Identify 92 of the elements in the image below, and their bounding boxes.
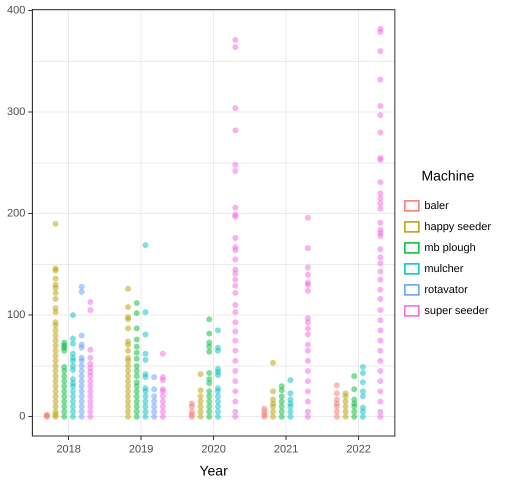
point xyxy=(142,393,148,400)
point xyxy=(142,388,148,394)
point xyxy=(142,398,148,404)
point xyxy=(142,309,148,316)
x-tick-label: 2019 xyxy=(128,444,154,456)
point xyxy=(151,414,158,420)
legend-label: mb plough xyxy=(424,242,476,254)
point xyxy=(360,370,366,376)
point xyxy=(151,398,158,404)
point xyxy=(214,372,221,378)
point xyxy=(214,388,221,394)
point xyxy=(287,390,294,396)
point xyxy=(78,358,85,364)
point xyxy=(70,312,76,318)
point xyxy=(151,404,158,410)
point xyxy=(334,414,340,420)
y-tick-label: 200 xyxy=(6,208,26,220)
point xyxy=(78,414,85,420)
point xyxy=(142,356,148,363)
point xyxy=(142,408,148,415)
point xyxy=(214,393,221,400)
point xyxy=(287,414,294,420)
point xyxy=(360,388,366,394)
legend-title: Machine xyxy=(421,167,475,184)
point xyxy=(70,336,76,342)
point xyxy=(70,398,76,404)
point xyxy=(334,404,340,410)
legend-label: happy seeder xyxy=(424,220,492,233)
point xyxy=(151,386,158,392)
point xyxy=(78,388,85,394)
point xyxy=(214,414,221,420)
point xyxy=(214,348,221,354)
legend-label: rotavator xyxy=(424,284,468,296)
x-tick-label: 2018 xyxy=(56,444,81,456)
x-tick-label: 2021 xyxy=(274,444,298,456)
point xyxy=(78,344,85,351)
y-tick-label: 300 xyxy=(6,106,26,118)
point xyxy=(151,408,158,415)
point xyxy=(214,408,221,415)
x-tick-label: 2022 xyxy=(346,444,371,456)
point xyxy=(214,327,221,334)
y-tick-label: 400 xyxy=(6,4,26,17)
point xyxy=(287,377,294,384)
point xyxy=(214,404,221,410)
point xyxy=(70,388,76,394)
point xyxy=(287,408,294,415)
point xyxy=(78,404,85,410)
point xyxy=(188,404,195,410)
point xyxy=(70,383,76,390)
point xyxy=(334,382,340,388)
point xyxy=(142,331,148,338)
legend-label: baler xyxy=(424,200,450,212)
x-tick-label: 2020 xyxy=(201,444,226,456)
point xyxy=(78,368,85,374)
point xyxy=(151,393,158,400)
point xyxy=(78,284,85,290)
point xyxy=(70,414,76,420)
point xyxy=(78,362,85,369)
legend-label: mulcher xyxy=(424,262,464,275)
point xyxy=(78,373,85,380)
point xyxy=(360,414,366,420)
point xyxy=(142,404,148,410)
point xyxy=(78,393,85,400)
point xyxy=(360,393,366,400)
point xyxy=(360,408,366,415)
point xyxy=(334,408,340,415)
point xyxy=(70,340,76,347)
x-axis-title: Year xyxy=(199,462,228,478)
point xyxy=(78,288,85,295)
point xyxy=(334,390,340,396)
point xyxy=(70,367,76,374)
point xyxy=(142,374,148,380)
y-tick-label: 0 xyxy=(19,410,26,423)
point xyxy=(70,358,76,364)
point xyxy=(70,408,76,415)
point xyxy=(142,350,148,357)
point xyxy=(214,398,221,404)
legend-label: super seeder xyxy=(424,304,489,317)
point xyxy=(78,383,85,390)
point xyxy=(70,393,76,400)
point xyxy=(142,414,148,420)
point xyxy=(287,404,294,410)
y-tick-label: 100 xyxy=(6,309,26,322)
point xyxy=(78,398,85,404)
point xyxy=(151,374,158,380)
point xyxy=(78,378,85,384)
point xyxy=(70,404,76,410)
point xyxy=(78,332,85,338)
point xyxy=(360,364,366,370)
point xyxy=(360,379,366,386)
point xyxy=(78,408,85,415)
point xyxy=(142,242,148,248)
